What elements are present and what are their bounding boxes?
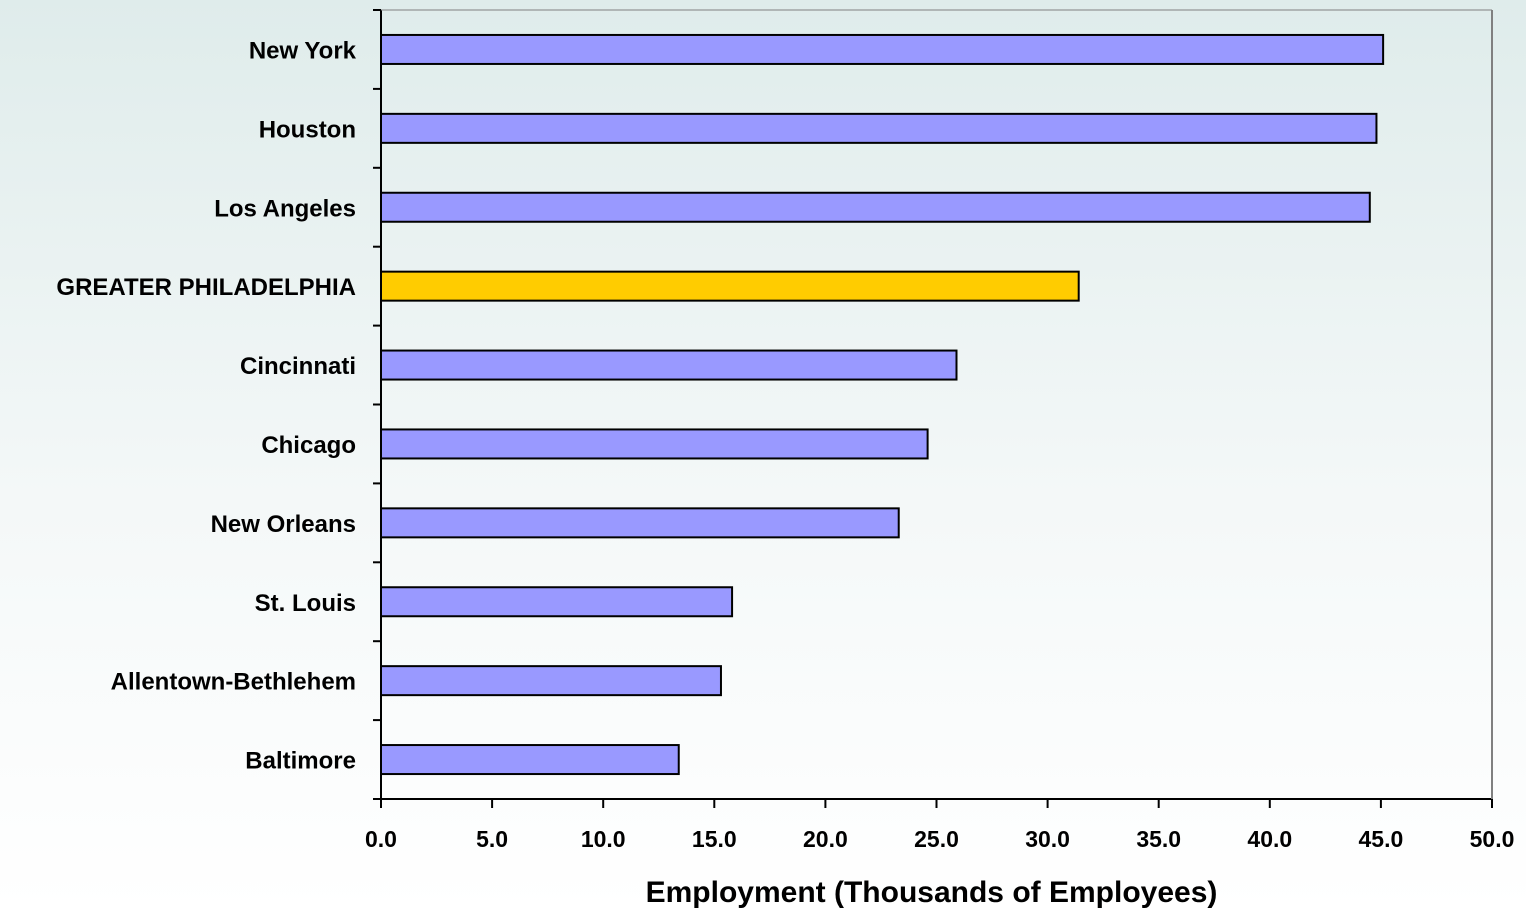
- category-labels: New York Houston Los Angeles GREATER PHILAD…: [56, 37, 356, 774]
- category-label: New York: [249, 37, 357, 64]
- x-tick-label: 15.0: [692, 826, 737, 852]
- bar-baltimore: [380, 744, 680, 776]
- bar-los-angeles: [380, 191, 1371, 223]
- category-label: Los Angeles: [214, 195, 356, 222]
- x-tick-label: 20.0: [803, 826, 848, 852]
- x-tick-label: 40.0: [1247, 826, 1292, 852]
- category-label: Cincinnati: [240, 353, 356, 380]
- category-label: Allentown-Bethlehem: [111, 669, 356, 696]
- x-tick-label: 0.0: [365, 826, 397, 852]
- x-tick-label: 25.0: [914, 826, 959, 852]
- x-tick-label: 35.0: [1136, 826, 1181, 852]
- x-tick-label: 5.0: [476, 826, 508, 852]
- category-label: Chicago: [261, 432, 356, 459]
- bar-st-louis: [380, 586, 734, 618]
- category-label: GREATER PHILADELPHIA: [56, 274, 356, 301]
- bar-houston: [380, 112, 1378, 144]
- category-label: Houston: [259, 116, 356, 143]
- bars: [380, 33, 1385, 776]
- bar-chicago: [380, 428, 929, 460]
- bar-greater-philadelphia: [380, 270, 1080, 302]
- bar-allentown-bethlehem: [380, 665, 722, 697]
- bar-new-orleans: [380, 507, 900, 539]
- bar-new-york: [380, 33, 1385, 65]
- category-label: New Orleans: [211, 511, 356, 538]
- x-axis-title: Employment (Thousands of Employees): [646, 876, 1218, 909]
- x-tick-label: 45.0: [1359, 826, 1404, 852]
- x-tick-label: 10.0: [581, 826, 626, 852]
- x-tick-label: 50.0: [1470, 826, 1515, 852]
- x-axis-ticks: 0.0 5.0 10.0 15.0 20.0 25.0 30.0 35.0 40.0 45.0 50…: [365, 799, 1514, 852]
- x-tick-label: 30.0: [1025, 826, 1070, 852]
- category-label: Baltimore: [245, 748, 356, 775]
- category-label: St. Louis: [255, 590, 356, 617]
- bar-cincinnati: [380, 349, 958, 381]
